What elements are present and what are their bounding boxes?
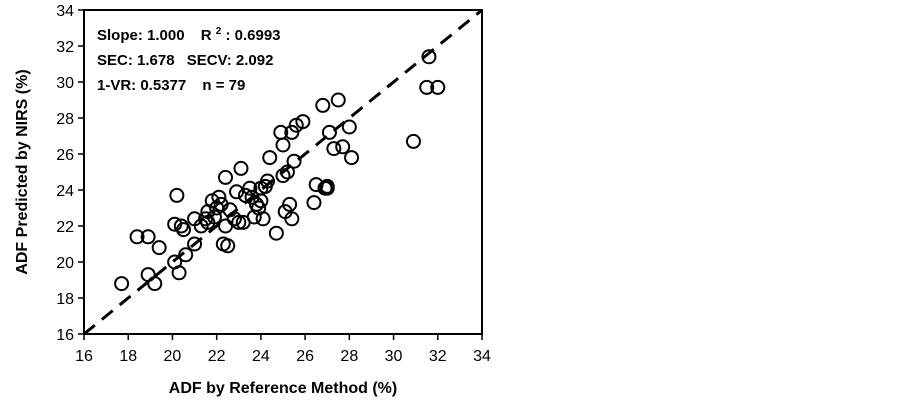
data-point [335, 139, 351, 155]
data-point [187, 236, 203, 252]
data-point [211, 189, 227, 205]
x-tick-label: 28 [340, 348, 358, 365]
data-point [319, 180, 335, 196]
x-axis-title: ADF by Reference Method (%) [169, 380, 397, 397]
data-point [306, 195, 322, 211]
vr-stat: 1-VR: 0.5377 [97, 77, 186, 94]
y-tick-label: 28 [56, 111, 74, 128]
y-tick-label: 30 [56, 75, 74, 92]
data-point [206, 209, 222, 225]
data-point [169, 187, 185, 203]
data-point [279, 164, 295, 180]
one-to-one-dashed-line [83, 8, 483, 336]
data-point [341, 119, 357, 135]
data-point [226, 211, 242, 227]
data-point [229, 184, 245, 200]
data-point [253, 193, 269, 209]
statistics-box: Slope: 1.000 R 2 : 0.6993 SEC: 1.678 SEC… [97, 21, 281, 94]
data-point [178, 247, 194, 263]
data-point [284, 211, 300, 227]
x-axis-ticks: 16 18 20 22 24 26 28 30 32 34 [75, 334, 491, 365]
data-point [295, 114, 311, 130]
x-tick-label: 16 [75, 348, 93, 365]
data-point [262, 150, 278, 166]
plot-border [83, 9, 483, 335]
data-point [129, 229, 145, 245]
data-point [222, 202, 238, 218]
y-tick-label: 22 [56, 219, 74, 236]
data-point [430, 79, 446, 95]
data-point [251, 200, 267, 216]
data-point [268, 225, 284, 241]
data-point [282, 196, 298, 212]
data-point [419, 79, 435, 95]
y-tick-label: 26 [56, 147, 74, 164]
data-point [330, 92, 346, 108]
data-point [167, 254, 183, 270]
r2-value: : 0.6993 [225, 27, 280, 44]
data-point [140, 267, 156, 283]
plot-area [83, 9, 483, 335]
data-point [286, 153, 302, 169]
data-point [151, 240, 167, 256]
x-tick-label: 20 [164, 348, 182, 365]
x-tick-label: 30 [385, 348, 403, 365]
y-axis-ticks: 16 18 20 22 24 26 28 30 32 34 [56, 3, 84, 344]
y-tick-label: 34 [56, 3, 74, 20]
data-point [344, 150, 360, 166]
data-point [405, 133, 421, 149]
data-point [233, 160, 249, 176]
data-point [315, 97, 331, 113]
data-point [326, 141, 342, 157]
stats-line-vr: 1-VR: 0.5377 n = 79 [97, 77, 245, 94]
y-tick-label: 20 [56, 255, 74, 272]
stats-line-slope-r2: Slope: 1.000 R 2 : 0.6993 [97, 21, 281, 44]
data-point [231, 214, 247, 230]
n-stat: n = 79 [202, 77, 245, 94]
data-point [260, 173, 276, 189]
slope-stat: Slope: 1.000 [97, 27, 185, 44]
data-point [275, 168, 291, 184]
r2-label: R [201, 27, 212, 44]
x-tick-label: 18 [119, 348, 137, 365]
data-point [218, 218, 234, 234]
sec-stat: SEC: 1.678 [97, 52, 175, 69]
y-tick-label: 24 [56, 183, 74, 200]
data-point [242, 180, 258, 196]
data-point [140, 229, 156, 245]
r2-superscript: 2 [216, 26, 222, 37]
secv-stat: SECV: 2.092 [187, 52, 274, 69]
y-tick-label: 32 [56, 39, 74, 56]
x-tick-label: 26 [296, 348, 314, 365]
y-tick-label: 18 [56, 291, 74, 308]
data-point [321, 124, 337, 140]
y-axis-title: ADF Predicted by NIRS (%) [14, 69, 31, 274]
data-points [114, 49, 446, 292]
data-point [176, 222, 191, 238]
data-point [218, 169, 234, 185]
data-point [147, 276, 163, 292]
data-point [275, 137, 291, 153]
x-tick-label: 24 [252, 348, 270, 365]
x-tick-label: 34 [473, 348, 491, 365]
data-point [114, 276, 130, 292]
data-point [421, 49, 437, 65]
x-tick-label: 22 [208, 348, 226, 365]
stats-line-sec: SEC: 1.678 SECV: 2.092 [97, 52, 273, 69]
data-point [220, 238, 236, 254]
x-tick-label: 32 [429, 348, 447, 365]
y-tick-label: 16 [56, 327, 74, 344]
